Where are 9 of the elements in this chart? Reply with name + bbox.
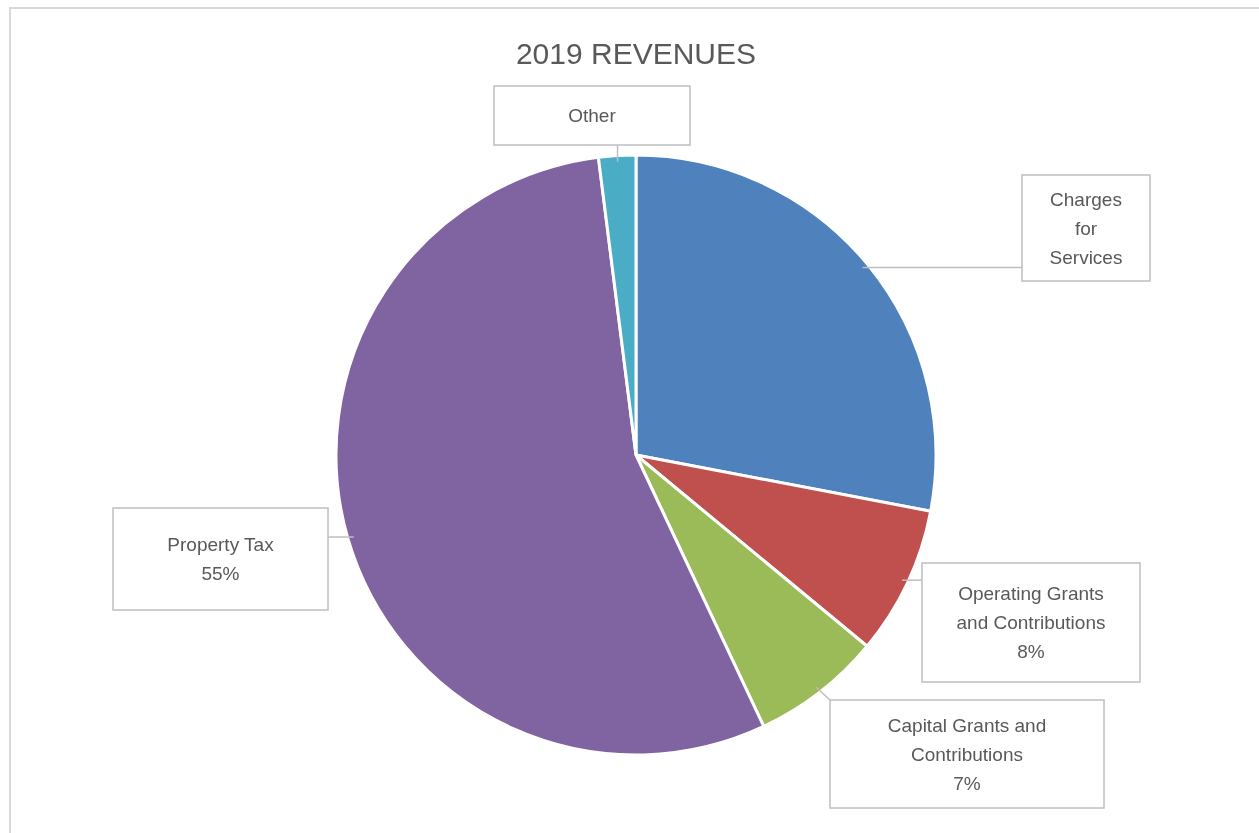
data-label: 7% bbox=[953, 772, 981, 794]
data-label: 8% bbox=[1017, 641, 1045, 662]
slice-label: Capital Grants and Contributions bbox=[887, 714, 1047, 765]
chart-title: 2019 REVENUES bbox=[515, 36, 757, 70]
slice-label: Other bbox=[568, 105, 617, 126]
slice-label: Property Tax bbox=[167, 534, 275, 555]
slice-label: Operating Grants and Contributions bbox=[956, 583, 1106, 633]
data-label: 55% bbox=[201, 563, 240, 584]
slice-label: Charges for Services bbox=[1049, 188, 1123, 268]
